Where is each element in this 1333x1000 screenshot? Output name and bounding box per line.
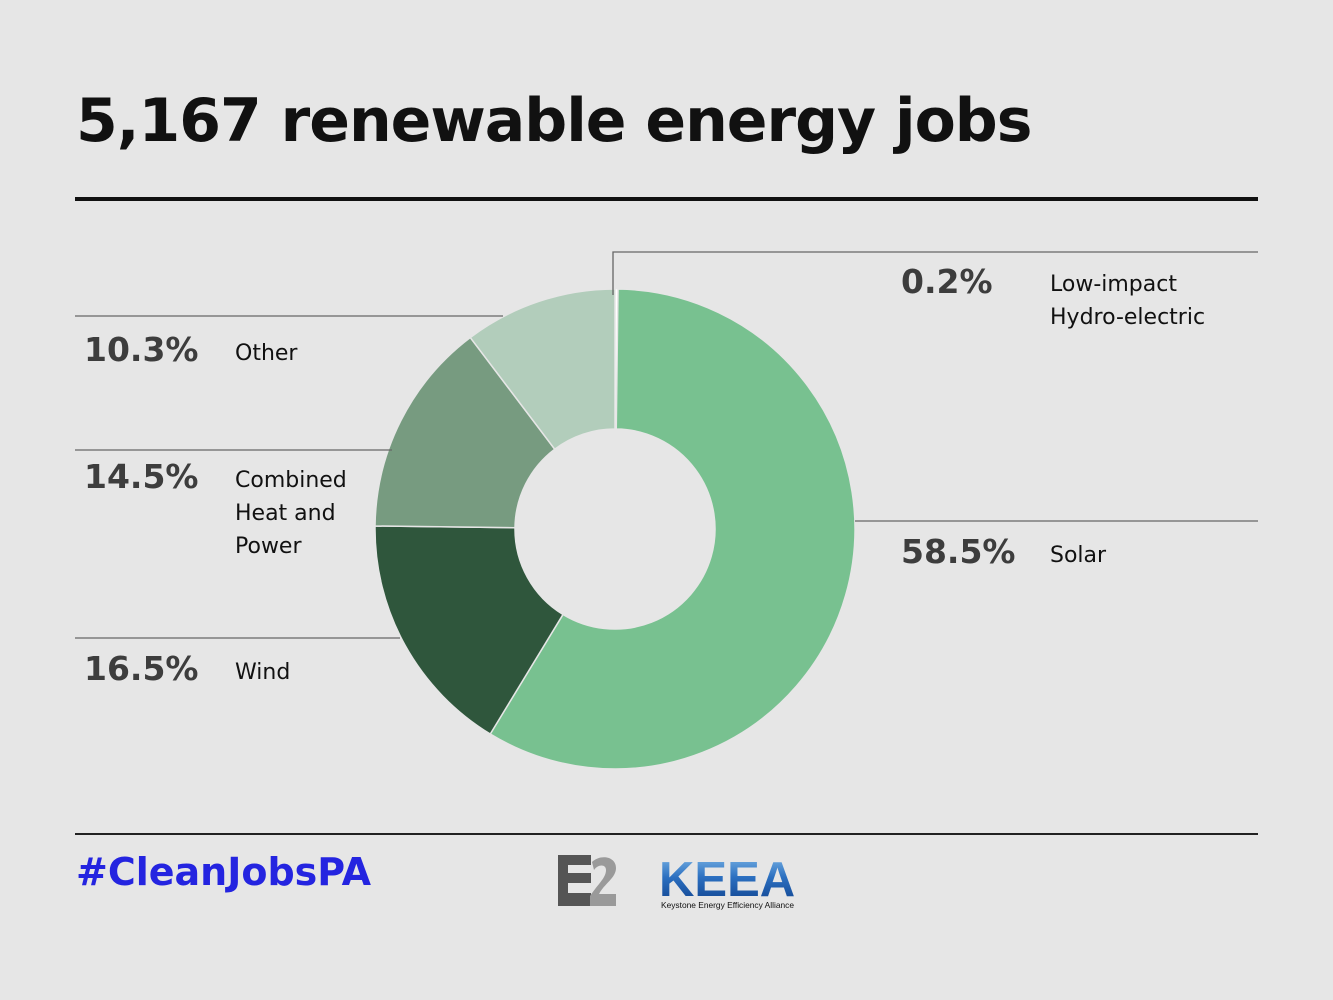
hydro-percent: 0.2%	[901, 262, 993, 301]
hydro-label: Low-impact Hydro-electric	[1050, 268, 1205, 334]
wind-label: Wind	[235, 656, 290, 689]
footer-divider	[75, 833, 1258, 835]
wind-label-line-1: Wind	[235, 660, 291, 685]
slice-other	[469, 288, 616, 451]
slice-wind	[374, 525, 565, 736]
combined-label-line-3: Power	[235, 534, 302, 559]
title-divider	[75, 197, 1258, 201]
solar-label-line-1: Solar	[1050, 543, 1107, 568]
combined-percent: 14.5%	[84, 457, 199, 496]
slice-solar	[489, 288, 856, 770]
solar-label: Solar	[1050, 539, 1106, 572]
hashtag-link[interactable]: #CleanJobsPA	[76, 850, 372, 894]
leader-hydro	[612, 251, 1258, 295]
keea-subtitle: Keystone Energy Efficiency Alliance	[661, 900, 794, 910]
combined-label: Combined Heat and Power	[235, 464, 347, 563]
e2-logo	[558, 855, 616, 906]
hydro-label-line-2: Hydro-electric	[1050, 305, 1206, 330]
chart-title: 5,167 renewable energy jobs	[76, 86, 1032, 156]
combined-label-line-1: Combined	[235, 468, 347, 493]
other-label: Other	[235, 337, 297, 370]
other-label-line-1: Other	[235, 341, 298, 366]
wind-percent: 16.5%	[84, 649, 199, 688]
other-percent: 10.3%	[84, 330, 199, 369]
hydro-label-line-1: Low-impact	[1050, 272, 1177, 297]
slice-combined	[374, 336, 556, 529]
keea-wordmark: KEEA	[659, 853, 795, 907]
combined-label-line-2: Heat and	[235, 501, 336, 526]
solar-percent: 58.5%	[901, 532, 1016, 571]
keea-logo: KEEA Keystone Energy Efficiency Alliance	[659, 853, 795, 910]
